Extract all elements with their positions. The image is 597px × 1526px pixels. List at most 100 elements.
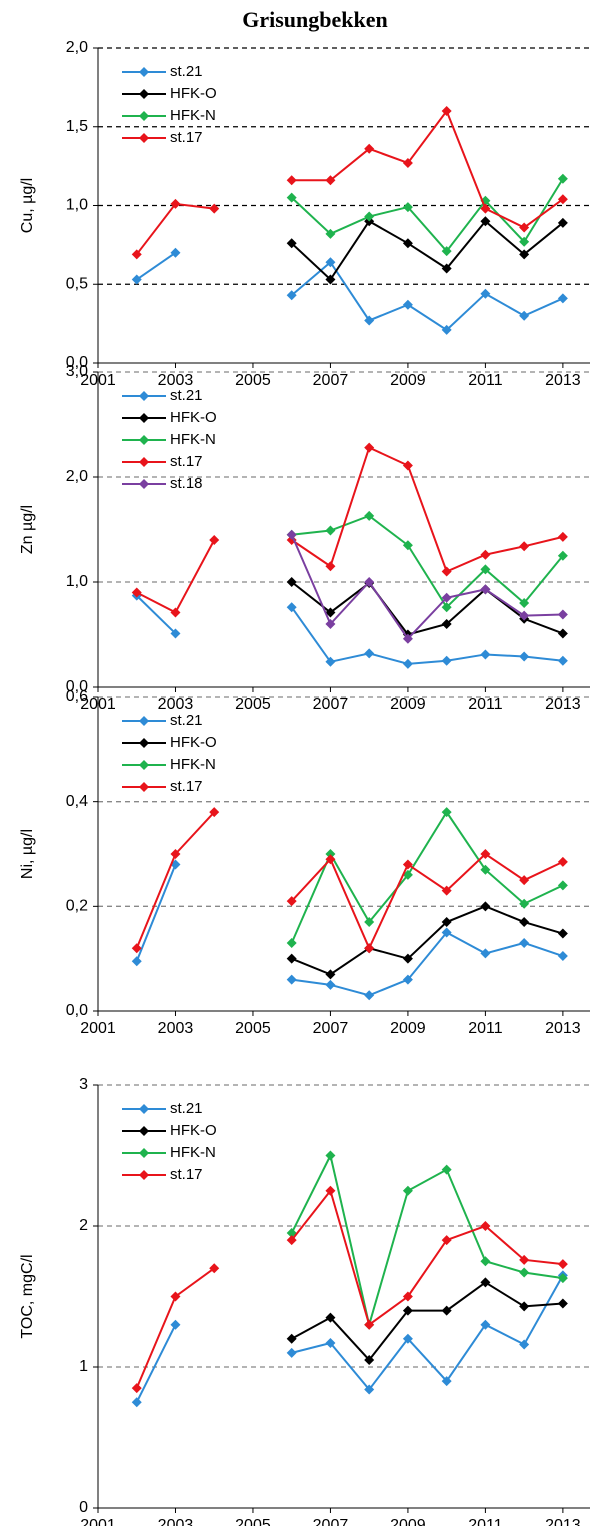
x-tick-label: 2003 — [158, 1020, 194, 1037]
x-tick-label: 2001 — [80, 1020, 116, 1037]
series-line — [135, 811, 564, 951]
point — [325, 228, 336, 239]
chart-title: Grisungbekken — [242, 7, 388, 32]
point — [170, 247, 181, 258]
point — [170, 628, 181, 639]
point — [557, 655, 568, 666]
point — [480, 1277, 491, 1288]
y-tick-label: 3 — [79, 1076, 88, 1093]
point — [286, 937, 297, 948]
point — [286, 1333, 297, 1344]
point — [480, 288, 491, 299]
x-tick-label: 2013 — [545, 372, 581, 389]
point — [325, 979, 336, 990]
series-line — [136, 446, 564, 614]
point — [557, 880, 568, 891]
point — [402, 953, 413, 964]
point — [364, 510, 375, 521]
point — [402, 238, 413, 249]
point — [402, 157, 413, 168]
point — [557, 1273, 568, 1284]
point — [402, 540, 413, 551]
point — [131, 1383, 142, 1394]
legend-marker — [139, 435, 149, 445]
legend-marker — [139, 133, 149, 143]
point — [325, 257, 336, 268]
point — [131, 1397, 142, 1408]
y-tick-label: 1,0 — [66, 573, 88, 590]
legend-label: HFK-N — [170, 431, 216, 448]
point — [519, 249, 530, 260]
legend-marker — [139, 1104, 149, 1114]
legend-label: HFK-O — [170, 1122, 217, 1139]
point — [557, 928, 568, 939]
point — [557, 293, 568, 304]
x-tick-label: 2013 — [545, 1517, 581, 1526]
point — [364, 917, 375, 928]
x-tick-label: 2007 — [313, 1517, 349, 1526]
y-tick-label: 0,0 — [66, 354, 88, 371]
point — [170, 849, 181, 859]
y-tick-label: 0,5 — [66, 275, 88, 292]
point — [286, 238, 297, 249]
point — [402, 1305, 413, 1316]
point — [441, 927, 452, 938]
x-tick-label: 2007 — [313, 372, 349, 389]
point — [441, 1164, 452, 1175]
point — [402, 859, 413, 870]
point — [325, 561, 336, 572]
point — [441, 917, 452, 928]
legend-marker — [139, 111, 149, 121]
point — [286, 577, 297, 587]
x-tick-label: 2011 — [468, 696, 503, 713]
point — [480, 901, 491, 912]
point — [480, 584, 491, 595]
point — [364, 143, 375, 154]
y-tick-label: 0,0 — [66, 1002, 88, 1019]
point — [209, 807, 220, 818]
point — [519, 222, 530, 233]
point — [364, 1319, 375, 1330]
legend-label: HFK-O — [170, 85, 217, 102]
point — [402, 299, 413, 310]
point — [364, 990, 375, 1001]
point — [286, 192, 297, 203]
point — [480, 549, 491, 560]
point — [557, 173, 568, 184]
point — [402, 1185, 413, 1196]
legend-label: st.21 — [170, 63, 203, 80]
point — [480, 203, 491, 214]
point — [441, 602, 452, 613]
point — [557, 217, 568, 228]
legend-marker — [139, 782, 149, 792]
series-line — [291, 581, 564, 636]
point — [519, 875, 530, 886]
x-tick-label: 2013 — [545, 1020, 581, 1037]
legend-label: HFK-N — [170, 107, 216, 124]
point — [441, 566, 452, 577]
series-line — [290, 1152, 564, 1329]
point — [441, 263, 452, 274]
point — [286, 290, 297, 301]
point — [131, 587, 142, 598]
point — [519, 1301, 530, 1312]
series-line — [291, 178, 564, 253]
point — [441, 1305, 452, 1316]
point — [325, 1338, 336, 1349]
series-line — [136, 251, 564, 332]
point — [480, 649, 491, 660]
point — [402, 658, 413, 669]
y-tick-label: 0,2 — [66, 898, 88, 915]
point — [286, 896, 297, 907]
y-axis-label: Ni, µg/l — [19, 829, 36, 879]
legend-marker — [139, 479, 149, 489]
series-line — [291, 1281, 563, 1362]
series-line — [291, 905, 564, 976]
x-tick-label: 2011 — [468, 1517, 503, 1526]
point — [557, 194, 568, 205]
series-line — [135, 1274, 564, 1403]
point — [441, 655, 452, 666]
x-tick-label: 2009 — [390, 1020, 426, 1037]
point — [364, 1384, 375, 1395]
